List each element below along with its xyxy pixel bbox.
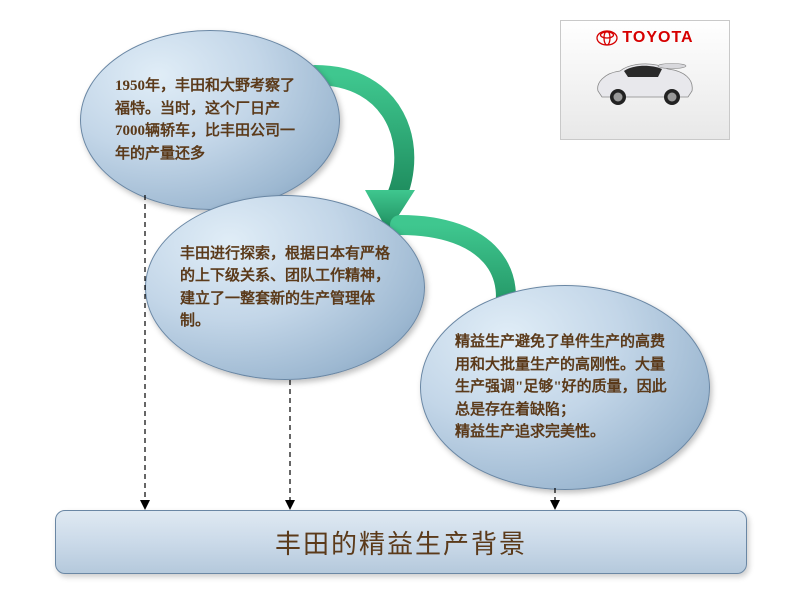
toyota-logo-row: TOYOTA (596, 29, 693, 47)
title-text: 丰田的精益生产背景 (275, 524, 527, 561)
car-spoiler (658, 64, 686, 69)
dash-2-head (285, 500, 295, 510)
toyota-emblem-icon (596, 30, 618, 46)
toyota-logo-block: TOYOTA (560, 20, 730, 140)
dash-1-head (140, 500, 150, 510)
diagram-canvas: 1950年，丰田和大野考察了福特。当时，这个厂日产7000辆轿车，比丰田公司一年… (0, 0, 800, 600)
toyota-brand-text: TOYOTA (622, 29, 693, 47)
dash-3-head (550, 500, 560, 510)
title-box: 丰田的精益生产背景 (55, 510, 747, 574)
car-icon (590, 53, 700, 108)
